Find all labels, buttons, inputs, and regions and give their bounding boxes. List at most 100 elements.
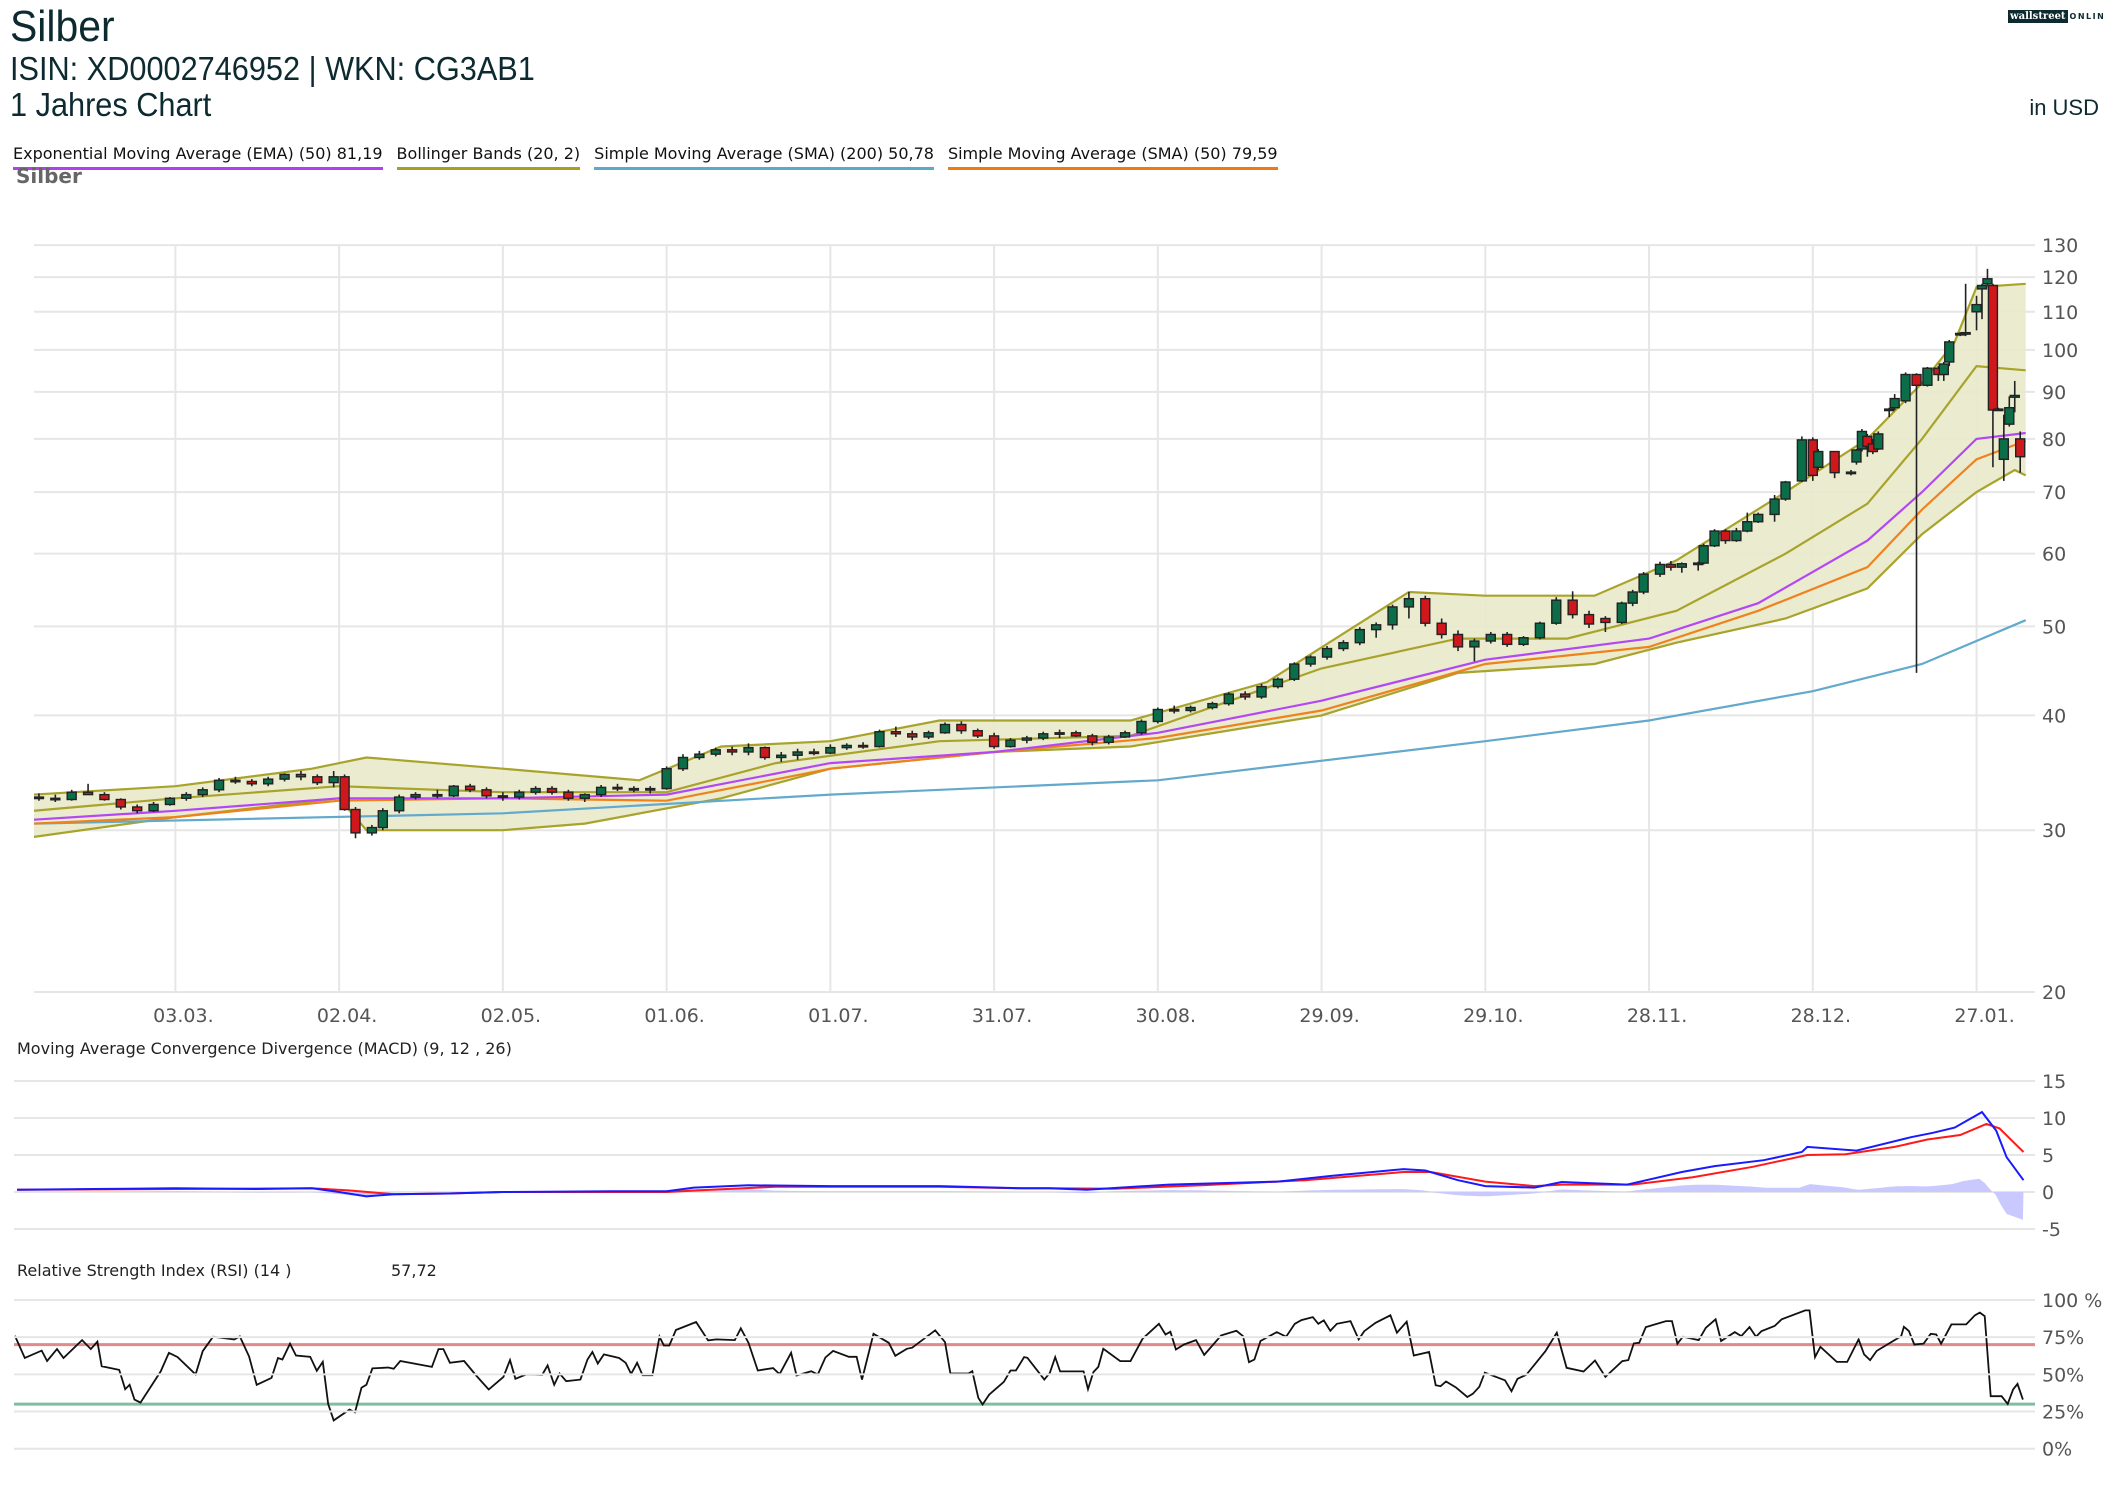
candle <box>1551 597 1562 625</box>
candle-body <box>726 749 738 753</box>
candle <box>181 792 192 801</box>
isin-wkn-line: ISIN: XD0002746952 | WKN: CG3AB1 <box>10 50 535 87</box>
candle-body <box>677 756 689 770</box>
candle-body <box>181 793 192 799</box>
chart-period: 1 Jahres Chart <box>10 86 212 123</box>
candle-body <box>1387 606 1398 626</box>
candle <box>857 742 869 749</box>
rsi-tick-label: 100 % <box>2042 1290 2102 1312</box>
candle <box>1654 561 1666 577</box>
candle <box>1338 640 1349 652</box>
candle-body <box>1551 599 1562 624</box>
candle <box>1982 268 1993 286</box>
candle-body <box>1654 563 1666 575</box>
candle-body <box>1998 438 2010 461</box>
bollinger-lower-line <box>34 468 2027 838</box>
candle <box>1944 339 1955 367</box>
candle-body <box>131 806 143 812</box>
candle <box>1971 295 1982 331</box>
candle-body <box>628 787 640 791</box>
candle-body <box>595 786 607 796</box>
date-tick-label: 29.09. <box>1299 1005 1359 1027</box>
candle-body <box>197 789 208 796</box>
candle <box>743 743 754 756</box>
candle <box>82 783 94 796</box>
candle <box>464 783 476 793</box>
candle-body <box>514 791 525 798</box>
candle <box>1742 512 1753 533</box>
candle-body <box>2015 438 2026 458</box>
candle <box>1070 730 1082 737</box>
candle-body <box>2009 394 2020 398</box>
price-tick-label: 80 <box>2042 429 2066 451</box>
candle-body <box>1518 637 1529 646</box>
candle <box>1987 283 1999 468</box>
candle-body <box>1256 685 1267 698</box>
date-tick-label: 01.06. <box>644 1005 704 1027</box>
candle-body <box>1354 628 1365 644</box>
candle <box>497 792 509 801</box>
candle <box>1889 394 1900 411</box>
legend-ema-50[interactable]: Exponential Moving Average (EMA) (50) 81… <box>13 144 383 170</box>
macd-tick-label: 10 <box>2042 1108 2066 1130</box>
candle <box>1638 572 1649 595</box>
candle <box>939 722 951 734</box>
candle-body <box>393 796 405 812</box>
date-tick-label: 31.07. <box>972 1005 1032 1027</box>
candle-body <box>410 793 421 798</box>
candle-body <box>50 797 61 801</box>
bollinger-upper-line <box>34 282 2026 796</box>
candle <box>1665 561 1677 571</box>
candle-body <box>213 779 225 791</box>
candle <box>1862 433 1873 457</box>
candle-body <box>312 776 323 784</box>
candle <box>1627 589 1638 607</box>
candle-body <box>1742 521 1753 532</box>
legend-sma-200[interactable]: Simple Moving Average (SMA) (200) 50,78 <box>594 144 934 170</box>
candle-body <box>1070 732 1082 737</box>
legend-sma-50[interactable]: Simple Moving Average (SMA) (50) 79,59 <box>947 144 1278 170</box>
candle-body <box>874 731 885 748</box>
bollinger-middle-line <box>34 364 2026 812</box>
candle <box>1769 495 1780 522</box>
candle-body <box>841 744 852 749</box>
candle-body <box>328 776 339 784</box>
candle <box>1185 705 1196 713</box>
candle-body <box>988 735 1000 748</box>
candle <box>759 746 771 760</box>
main-plot <box>34 268 2027 839</box>
candle-body <box>246 780 258 785</box>
date-tick-label: 29.10. <box>1463 1005 1523 1027</box>
candle <box>1152 707 1164 724</box>
candle <box>1054 729 1065 739</box>
candle <box>213 777 225 793</box>
rsi-value: 57,72 <box>391 1261 437 1280</box>
candle <box>1256 683 1267 699</box>
date-tick-label: 28.12. <box>1791 1005 1851 1027</box>
candle-body <box>1054 732 1065 735</box>
candle-body <box>1851 449 1862 463</box>
candle <box>776 751 787 762</box>
candle <box>1289 662 1300 682</box>
legend-bollinger-bands[interactable]: Bollinger Bands (20, 2) <box>396 144 581 170</box>
candle-body <box>1169 708 1180 712</box>
macd-tick-label: 15 <box>2042 1071 2066 1093</box>
candle <box>481 787 492 799</box>
candle-body <box>66 791 77 801</box>
candle-body <box>792 751 803 756</box>
candle-body <box>1709 530 1720 547</box>
candle-body <box>1692 562 1704 566</box>
rsi-tick-label: 0% <box>2042 1439 2072 1461</box>
price-tick-label: 130 <box>2042 235 2078 257</box>
candle <box>1911 373 1922 673</box>
candle <box>645 786 656 794</box>
candle <box>66 789 77 801</box>
candle-body <box>377 810 389 829</box>
candle-body <box>1627 591 1638 604</box>
candle-body <box>1987 284 1999 411</box>
candle <box>1103 734 1114 745</box>
candle <box>1829 450 1840 479</box>
candle <box>197 787 208 798</box>
page-title: Silber <box>10 2 115 51</box>
